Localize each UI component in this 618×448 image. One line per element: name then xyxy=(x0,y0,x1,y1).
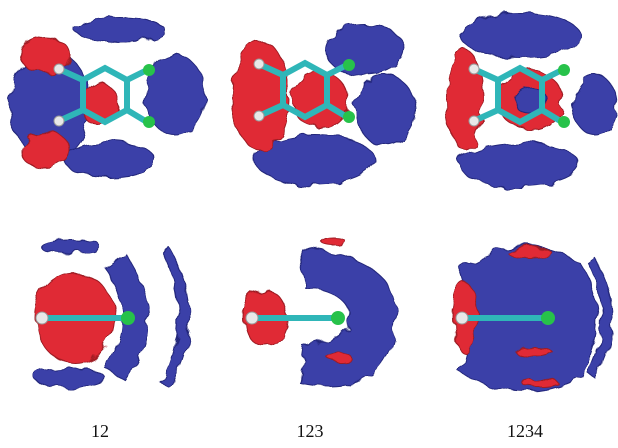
figure: 12 123 1234 xyxy=(0,0,618,448)
panel-top-123 xyxy=(232,25,415,185)
panel-bottom-1234 xyxy=(453,247,613,392)
panel-label: 1234 xyxy=(507,421,543,441)
panel-top-12 xyxy=(10,18,205,178)
panel-top-1234 xyxy=(447,13,617,187)
panel-label: 123 xyxy=(297,421,324,441)
panel-bottom-123 xyxy=(243,239,396,386)
panel-label: 12 xyxy=(91,421,109,441)
panel-bottom-12 xyxy=(35,239,190,388)
